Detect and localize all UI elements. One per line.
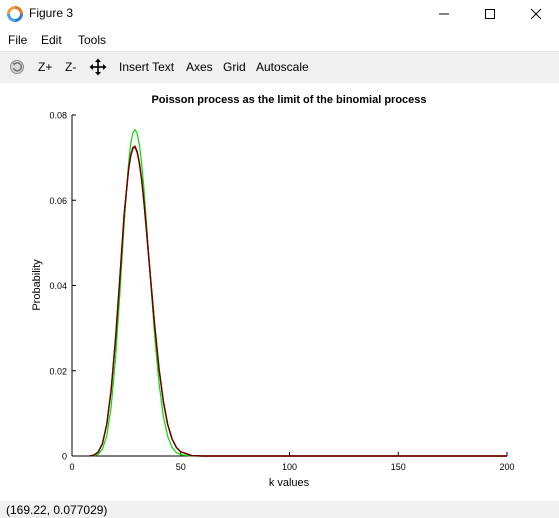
- menu-edit[interactable]: Edit: [41, 33, 62, 47]
- y-tick-label: 0: [62, 452, 67, 462]
- pan-icon[interactable]: [89, 58, 107, 76]
- close-button[interactable]: [513, 0, 559, 28]
- maximize-button[interactable]: [467, 0, 513, 28]
- zoom-in-button[interactable]: Z+: [38, 60, 53, 74]
- y-axis-label: Probability: [31, 259, 43, 311]
- menu-bar: File Edit Tools: [0, 28, 559, 50]
- status-bar: (169.22, 0.077029): [0, 501, 559, 518]
- chart-title: Poisson process as the limit of the bino…: [151, 94, 426, 106]
- y-tick-label: 0.02: [49, 366, 67, 376]
- series-group: [89, 128, 507, 457]
- title-bar: Figure 3: [0, 0, 559, 28]
- x-tick-label: 150: [391, 462, 406, 472]
- autoscale-button[interactable]: Autoscale: [256, 60, 309, 74]
- x-tick-label: 200: [499, 462, 514, 472]
- series-line-1: [93, 128, 507, 457]
- rotate-icon[interactable]: [9, 59, 25, 75]
- y-tick-label: 0.04: [49, 281, 67, 291]
- menu-file[interactable]: File: [8, 33, 28, 47]
- insert-text-button[interactable]: Insert Text: [119, 60, 175, 74]
- window-title: Figure 3: [29, 6, 74, 20]
- maximize-icon: [485, 9, 495, 19]
- minimize-button[interactable]: [421, 0, 467, 28]
- x-axis-label: k values: [269, 477, 310, 489]
- x-tick-label: 50: [176, 462, 186, 472]
- octave-app-icon: [7, 6, 23, 22]
- x-tick-label: 100: [282, 462, 297, 472]
- y-ticks: 0 0.02 0.04 0.06 0.08: [49, 111, 76, 462]
- minimize-icon: [439, 13, 449, 15]
- menu-tools[interactable]: Tools: [78, 33, 107, 47]
- zoom-out-button[interactable]: Z-: [65, 60, 77, 74]
- chart[interactable]: Poisson process as the limit of the bino…: [0, 83, 559, 501]
- series-line-3: [89, 146, 507, 457]
- x-tick-label: 0: [69, 462, 74, 472]
- close-icon: [530, 8, 542, 20]
- figure-canvas[interactable]: Poisson process as the limit of the bino…: [0, 83, 559, 501]
- y-tick-label: 0.06: [49, 196, 67, 206]
- grid-button[interactable]: Grid: [223, 60, 246, 74]
- figure-toolbar: Z+ Z- Insert Text Axes Grid Autoscale: [0, 51, 559, 84]
- axes-button[interactable]: Axes: [186, 60, 213, 74]
- x-ticks: 0 50 100 150 200: [69, 452, 515, 472]
- coordinate-readout: (169.22, 0.077029): [6, 503, 108, 517]
- y-tick-label: 0.08: [49, 111, 67, 121]
